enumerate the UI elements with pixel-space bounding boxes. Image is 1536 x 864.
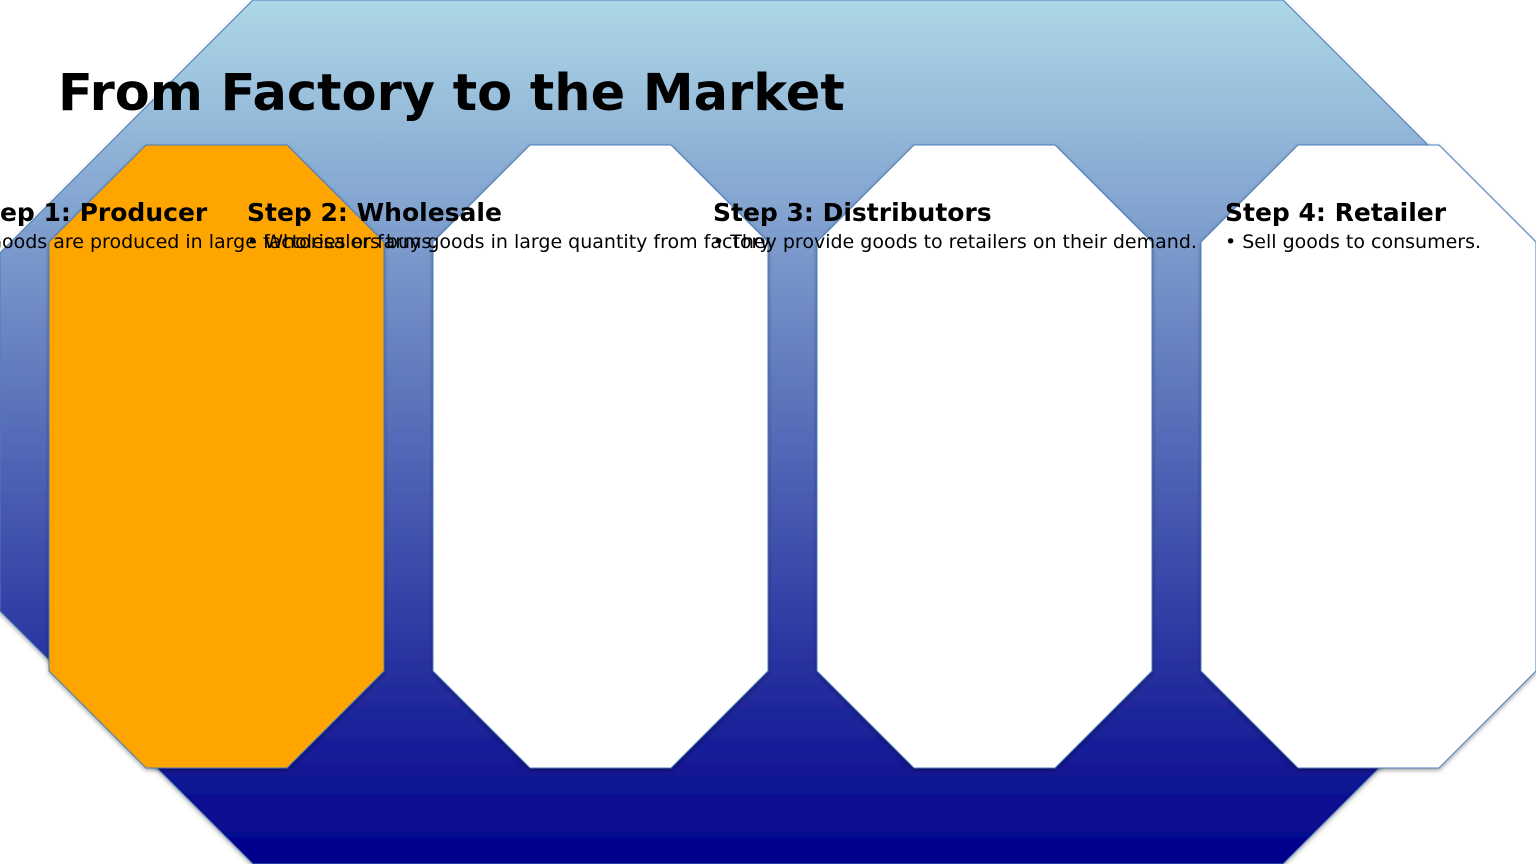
step-1-heading: Step 1: Producer xyxy=(0,198,208,227)
step-4-text: • Sell goods to consumers. xyxy=(1225,231,1482,253)
step-1-text: • Goods are produced in large factories … xyxy=(0,231,438,253)
step-card-wholesale xyxy=(432,144,769,769)
step-4-heading: Step 4: Retailer xyxy=(1225,198,1447,227)
step-card-retailer xyxy=(1200,144,1536,769)
slide-title: From Factory to the Market xyxy=(58,64,845,123)
step-card-distributors xyxy=(816,144,1153,769)
step-card-producer xyxy=(48,144,385,769)
step-3-text: • They provide goods to retailers on the… xyxy=(713,231,1197,253)
step-3-heading: Step 3: Distributors xyxy=(713,198,992,227)
step-2-text: • Wholesalers buy goods in large quantit… xyxy=(247,231,774,253)
step-2-heading: Step 2: Wholesale xyxy=(247,198,502,227)
